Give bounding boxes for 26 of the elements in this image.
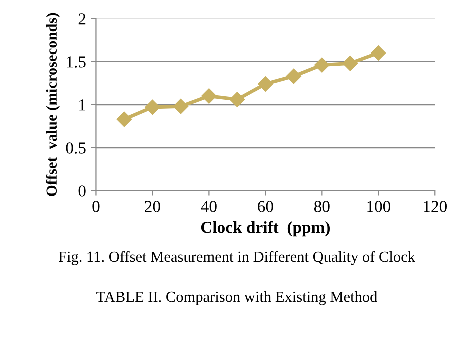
point — [342, 56, 358, 72]
x-tick-label: 0 — [92, 201, 100, 212]
point — [286, 68, 302, 84]
y-tick-label: 1.5 — [67, 56, 86, 68]
point — [371, 46, 386, 61]
text: TABLE II. Comparison with Existing Method — [96, 291, 378, 306]
x-tick-label: 120 — [424, 201, 447, 212]
x-tick-label: 80 — [314, 201, 330, 212]
y-axis-title: Offset value (microseconds) — [46, 13, 60, 196]
point — [145, 100, 160, 116]
y-tick-label: 0 — [78, 186, 86, 197]
point — [258, 76, 274, 92]
x-tick-label: 40 — [201, 201, 217, 212]
point — [314, 58, 330, 73]
point — [202, 88, 217, 104]
point — [116, 112, 132, 128]
x-axis-title: Clock drift (ppm) — [201, 221, 330, 237]
caption: Fig. 11. Offset Measurement in Different Quality of Clock — [58, 251, 416, 266]
x-tick-label: 100 — [368, 201, 391, 212]
x-tick-label: 20 — [145, 201, 160, 212]
y-tick-label: 2 — [78, 14, 86, 25]
point — [173, 99, 189, 114]
y-tick-label: 1 — [80, 100, 86, 111]
x-tick-label: 60 — [258, 201, 274, 212]
point — [230, 92, 246, 108]
y-tick-label: 0.5 — [66, 142, 86, 154]
